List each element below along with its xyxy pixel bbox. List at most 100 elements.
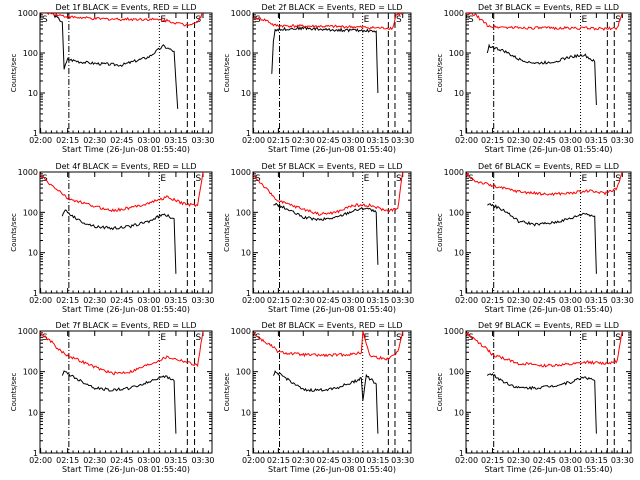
lld-series-line: [253, 172, 404, 216]
lld-series-line: [466, 331, 623, 368]
x-tick-label: 02:00: [242, 296, 265, 305]
x-tick-label: 02:45: [110, 136, 133, 145]
plot-frame: [252, 171, 412, 294]
x-tick-label: 03:30: [611, 136, 634, 145]
y-tick-label: 10: [28, 249, 38, 258]
panel-title: Det 8f BLACK = Events, RED = LLD: [261, 321, 402, 330]
x-tick-label: 03:00: [137, 456, 160, 465]
marker-label-s-left: S: [468, 15, 474, 25]
x-tick-label: 03:15: [585, 456, 608, 465]
y-tick-label: 100: [449, 49, 464, 58]
x-tick-label: 02:30: [292, 296, 315, 305]
plot-frame: [252, 330, 412, 454]
y-tick-label: 1000: [18, 168, 38, 177]
y-axis-label: Counts/sec: [223, 213, 231, 252]
x-tick-label: 03:30: [191, 296, 214, 305]
y-tick-label: 1000: [231, 168, 251, 177]
y-tick-label: 10: [241, 89, 251, 98]
x-tick-label: 02:00: [455, 136, 478, 145]
x-tick-label: 02:15: [267, 136, 290, 145]
marker-label-e: E: [582, 174, 588, 184]
panel-title: Det 5f BLACK = Events, RED = LLD: [261, 162, 402, 171]
x-tick-label: 02:15: [481, 136, 504, 145]
events-series-line: [50, 13, 179, 109]
y-axis-label: Counts/sec: [223, 373, 231, 412]
y-tick-label: 1: [459, 129, 464, 138]
x-tick-label: 02:45: [533, 296, 556, 305]
panel-9: Det 9f BLACK = Events, RED = LLD 1 10 100 10…: [436, 321, 634, 474]
x-axis-label: Start Time (26-Jun-08 01:55:40): [62, 305, 190, 314]
x-axis-label: Start Time (26-Jun-08 01:55:40): [268, 145, 396, 154]
panel-2: Det 2f BLACK = Events, RED = LLD 1 10 100 10…: [223, 3, 414, 154]
plot-frame: [465, 330, 632, 454]
marker-label-s-left: S: [42, 333, 48, 343]
x-axis-label: Start Time (26-Jun-08 01:55:40): [268, 305, 396, 314]
panel-4: Det 4f BLACK = Events, RED = LLD 1 10 100 10…: [10, 162, 215, 314]
y-tick-label: 100: [23, 368, 38, 377]
y-tick-label: 1000: [444, 168, 464, 177]
x-tick-label: 02:00: [29, 136, 52, 145]
x-tick-label: 02:45: [533, 456, 556, 465]
y-tick-label: 1000: [444, 9, 464, 18]
marker-label-s-left: S: [255, 333, 261, 343]
marker-label-s-right: S: [615, 174, 621, 184]
x-tick-label: 03:30: [391, 136, 414, 145]
lld-series-line: [40, 13, 204, 27]
plot-frame: [465, 171, 632, 294]
x-tick-label: 03:00: [137, 296, 160, 305]
x-tick-label: 03:00: [341, 296, 364, 305]
y-tick-label: 1: [459, 449, 464, 458]
x-tick-label: 02:15: [56, 296, 79, 305]
y-axis-label: Counts/sec: [436, 213, 444, 252]
panel-8: Det 8f BLACK = Events, RED = LLD 1 10 100 10…: [223, 321, 414, 474]
y-tick-label: 10: [28, 408, 38, 417]
lld-series-line: [253, 331, 404, 361]
events-series-line: [61, 370, 177, 434]
y-axis-label: Counts/sec: [223, 54, 231, 93]
plot-frame: [39, 171, 213, 294]
x-tick-label: 03:00: [559, 456, 582, 465]
x-tick-label: 02:15: [56, 136, 79, 145]
marker-label-s-right: S: [396, 333, 402, 343]
x-tick-label: 03:15: [366, 296, 389, 305]
lld-series-line: [466, 172, 623, 197]
x-tick-label: 02:00: [455, 456, 478, 465]
x-tick-label: 02:15: [481, 296, 504, 305]
events-series-line: [61, 209, 177, 274]
y-tick-label: 100: [449, 208, 464, 217]
y-tick-label: 1: [33, 289, 38, 298]
marker-label-e: E: [160, 15, 166, 25]
x-tick-label: 02:30: [507, 136, 530, 145]
x-tick-label: 02:30: [83, 136, 106, 145]
x-axis-label: Start Time (26-Jun-08 01:55:40): [485, 145, 613, 154]
events-series-line: [487, 203, 597, 274]
y-tick-label: 10: [454, 249, 464, 258]
y-axis-label: Counts/sec: [436, 373, 444, 412]
x-tick-label: 03:00: [137, 136, 160, 145]
events-series-line: [272, 370, 379, 434]
y-tick-label: 1: [246, 449, 251, 458]
marker-label-e: E: [582, 15, 588, 25]
marker-label-s-left: S: [42, 15, 48, 25]
lld-series-line: [40, 172, 204, 213]
panel-5: Det 5f BLACK = Events, RED = LLD 1 10 100 10…: [223, 162, 414, 314]
x-tick-label: 02:45: [110, 296, 133, 305]
x-tick-label: 03:30: [191, 456, 214, 465]
x-tick-label: 02:30: [292, 136, 315, 145]
marker-label-s-right: S: [396, 15, 402, 25]
x-tick-label: 02:00: [29, 456, 52, 465]
panel-6: Det 6f BLACK = Events, RED = LLD 1 10 100 10…: [436, 162, 634, 314]
marker-label-s-right: S: [396, 174, 402, 184]
panel-7: Det 7f BLACK = Events, RED = LLD 1 10 100 10…: [10, 321, 215, 474]
marker-label-s-right: S: [615, 333, 621, 343]
y-tick-label: 100: [23, 208, 38, 217]
x-tick-label: 02:15: [267, 296, 290, 305]
x-tick-label: 02:15: [267, 456, 290, 465]
x-tick-label: 03:30: [611, 296, 634, 305]
x-tick-label: 02:15: [56, 456, 79, 465]
x-tick-label: 02:45: [317, 456, 340, 465]
x-tick-label: 03:00: [341, 136, 364, 145]
x-tick-label: 02:45: [110, 456, 133, 465]
x-tick-label: 03:15: [366, 456, 389, 465]
